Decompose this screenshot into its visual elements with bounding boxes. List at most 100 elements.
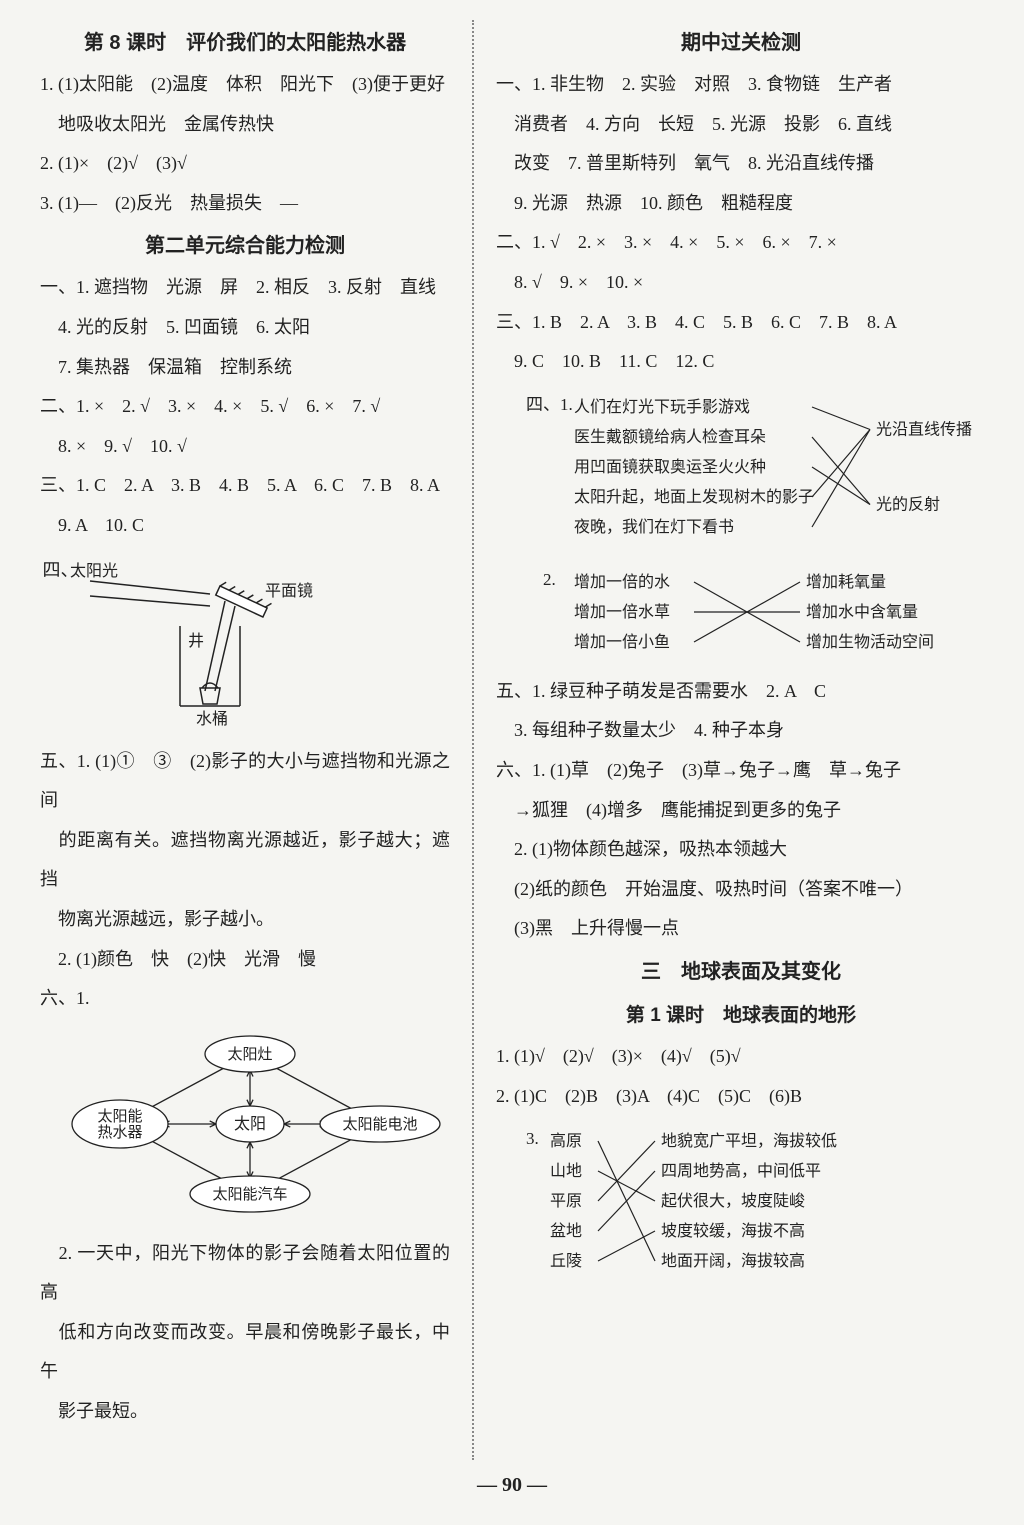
text-line: 的距离有关。遮挡物离光源越近，影子越大；遮挡 [40, 821, 450, 900]
text-line: 2. (1)× (2)√ (3)√ [40, 144, 450, 184]
text-line: 1. (1)太阳能 (2)温度 体积 阳光下 (3)便于更好 [40, 65, 450, 105]
figure-match-2: 2. 增加一倍的水增加一倍水草增加一倍小鱼 增加耗氧量增加水中含氧量增加生物活动空间 [526, 567, 986, 662]
svg-text:太阳能: 太阳能 [97, 1108, 142, 1125]
right-heading-1: 期中过关检测 [496, 26, 986, 55]
page-columns: 第 8 课时 评价我们的太阳能热水器 1. (1)太阳能 (2)温度 体积 阳光… [40, 20, 984, 1460]
left-block-s8: 1. (1)太阳能 (2)温度 体积 阳光下 (3)便于更好 地吸收太阳光 金属… [40, 65, 450, 223]
figure-match-1: 四、1.人们在灯光下玩手影游戏医生戴额镜给病人检查耳朵用凹面镜获取奥运圣火火种太… [526, 392, 986, 547]
text-line: 物离光源越远，影子越小。 [40, 900, 450, 940]
text-line: 2. 一天中，阳光下物体的影子会随着太阳位置的高 [40, 1234, 450, 1313]
figure-match-3: 3. 高原山地平原盆地丘陵 地貌宽广平坦，海拔较低四周地势高，中间低平起伏很大，坡度… [526, 1126, 986, 1281]
svg-text:坡度较缓，海拔不高: 坡度较缓，海拔不高 [661, 1222, 805, 1240]
svg-text:光的反射: 光的反射 [876, 495, 940, 513]
text-line: (3)黑 上升得慢一点 [496, 909, 986, 949]
svg-text:起伏很大，坡度陡峻: 起伏很大，坡度陡峻 [661, 1192, 805, 1210]
text-line: →狐狸 (4)增多 鹰能捕捉到更多的兔子 [496, 791, 986, 831]
right-column: 期中过关检测 一、1. 非生物 2. 实验 对照 3. 食物链 生产者 消费者 … [496, 20, 986, 1460]
text-line: 消费者 4. 方向 长短 5. 光源 投影 6. 直线 [496, 105, 986, 145]
svg-text:四、1.: 四、1. [526, 395, 573, 414]
match3-svg: 3. 高原山地平原盆地丘陵 地貌宽广平坦，海拔较低四周地势高，中间低平起伏很大，坡度… [526, 1126, 986, 1276]
match1-svg: 四、1.人们在灯光下玩手影游戏医生戴额镜给病人检查耳朵用凹面镜获取奥运圣火火种太… [526, 392, 986, 542]
text-line: 8. √ 9. × 10. × [496, 263, 986, 303]
label-mirror: 平面镜 [265, 581, 313, 600]
page-number: — 90 — [40, 1474, 984, 1497]
label-well: 井 [188, 632, 204, 650]
text-line: 3. 每组种子数量太少 4. 种子本身 [496, 711, 986, 751]
text-line: (2)纸的颜色 开始温度、吸热时间（答案不唯一） [496, 870, 986, 910]
text-line: 五、1. (1)① ③ (2)影子的大小与遮挡物和光源之间 [40, 742, 450, 821]
text-line: 低和方向改变而改变。早晨和傍晚影子最长，中午 [40, 1313, 450, 1392]
column-divider [472, 20, 474, 1460]
text-line: 二、1. × 2. √ 3. × 4. × 5. √ 6. × 7. √ [40, 387, 450, 427]
match2-svg: 2. 增加一倍的水增加一倍水草增加一倍小鱼 增加耗氧量增加水中含氧量增加生物活动空间 [526, 567, 986, 657]
text-line: 3. (1)— (2)反光 热量损失 — [40, 184, 450, 224]
mirror-svg: 太阳光 平面镜 井 水桶 [70, 556, 330, 726]
left-heading-2: 第二单元综合能力检测 [40, 229, 450, 258]
text-line: 2. (1)物体颜色越深，吸热本领越大 [496, 830, 986, 870]
svg-text:平原: 平原 [550, 1193, 582, 1210]
svg-text:地面开阔，海拔较高: 地面开阔，海拔较高 [661, 1252, 805, 1270]
text-line: 改变 7. 普里斯特列 氧气 8. 光沿直线传播 [496, 144, 986, 184]
svg-text:医生戴额镜给病人检查耳朵: 医生戴额镜给病人检查耳朵 [574, 427, 766, 446]
text-line: 4. 光的反射 5. 凹面镜 6. 太阳 [40, 308, 450, 348]
fig-mirror-prefix: 四、 [43, 560, 79, 580]
left-heading-1: 第 8 课时 评价我们的太阳能热水器 [40, 26, 450, 55]
label-bucket: 水桶 [196, 710, 228, 726]
svg-text:2.: 2. [526, 570, 556, 589]
svg-text:夜晚，我们在灯下看书: 夜晚，我们在灯下看书 [574, 518, 734, 536]
right-heading-2: 三 地球表面及其变化 [496, 955, 986, 984]
svg-text:地貌宽广平坦，海拔较低: 地貌宽广平坦，海拔较低 [661, 1132, 837, 1150]
sun-map-svg: 太阳 太阳灶太阳能电池太阳能汽车 太阳能热水器 [70, 1029, 450, 1219]
figure-sun-map: 太阳 太阳灶太阳能电池太阳能汽车 太阳能热水器 [70, 1029, 450, 1224]
svg-text:增加耗氧量: 增加耗氧量 [806, 573, 886, 591]
text-line: 六、1. [40, 979, 450, 1019]
svg-text:增加一倍的水: 增加一倍的水 [574, 573, 670, 591]
svg-text:盆地: 盆地 [550, 1222, 582, 1240]
text-line: 2. (1)C (2)B (3)A (4)C (5)C (6)B [496, 1077, 986, 1117]
svg-text:热水器: 热水器 [97, 1124, 142, 1141]
svg-text:增加水中含氧量: 增加水中含氧量 [806, 603, 918, 621]
svg-text:光沿直线传播: 光沿直线传播 [876, 420, 972, 438]
text-line: 1. (1)√ (2)√ (3)× (4)√ (5)√ [496, 1037, 986, 1077]
figure-mirror-well: 太阳光 平面镜 井 水桶 四、 [70, 556, 450, 732]
left-block-u2c: 2. 一天中，阳光下物体的影子会随着太阳位置的高 低和方向改变而改变。早晨和傍晚… [40, 1234, 450, 1432]
svg-text:山地: 山地 [550, 1162, 582, 1180]
left-column: 第 8 课时 评价我们的太阳能热水器 1. (1)太阳能 (2)温度 体积 阳光… [40, 20, 450, 1460]
svg-text:人们在灯光下玩手影游戏: 人们在灯光下玩手影游戏 [574, 398, 750, 416]
svg-text:用凹面镜获取奥运圣火火种: 用凹面镜获取奥运圣火火种 [574, 457, 766, 476]
text-line: 8. × 9. √ 10. √ [40, 427, 450, 467]
svg-text:太阳: 太阳 [234, 1115, 266, 1133]
text-line: 9. 光源 热源 10. 颜色 粗糙程度 [496, 184, 986, 224]
text-line: 三、1. B 2. A 3. B 4. C 5. B 6. C 7. B 8. … [496, 303, 986, 343]
text-line: 三、1. C 2. A 3. B 4. B 5. A 6. C 7. B 8. … [40, 466, 450, 506]
svg-text:增加一倍水草: 增加一倍水草 [574, 603, 670, 621]
svg-text:太阳升起，地面上发现树木的影子: 太阳升起，地面上发现树木的影子 [574, 488, 814, 506]
svg-text:增加一倍小鱼: 增加一倍小鱼 [574, 633, 670, 651]
svg-text:太阳能汽车: 太阳能汽车 [212, 1186, 287, 1203]
left-block-u2: 一、1. 遮挡物 光源 屏 2. 相反 3. 反射 直线 4. 光的反射 5. … [40, 268, 450, 545]
svg-text:四周地势高，中间低平: 四周地势高，中间低平 [661, 1162, 821, 1180]
right-block-earth-a: 1. (1)√ (2)√ (3)× (4)√ (5)√2. (1)C (2)B … [496, 1037, 986, 1116]
text-line: 影子最短。 [40, 1392, 450, 1432]
left-block-u2b: 五、1. (1)① ③ (2)影子的大小与遮挡物和光源之间 的距离有关。遮挡物离… [40, 742, 450, 1019]
svg-text:丘陵: 丘陵 [550, 1252, 582, 1270]
text-line: 7. 集热器 保温箱 控制系统 [40, 348, 450, 388]
text-line: 9. C 10. B 11. C 12. C [496, 342, 986, 382]
page-number-value: 90 [502, 1474, 522, 1496]
text-line: 五、1. 绿豆种子萌发是否需要水 2. A C [496, 672, 986, 712]
text-line: 9. A 10. C [40, 506, 450, 546]
svg-text:高原: 高原 [550, 1132, 582, 1150]
text-line: 六、1. (1)草 (2)兔子 (3)草→兔子→鹰 草→兔子 [496, 751, 986, 791]
right-heading-3: 第 1 课时 地球表面的地形 [496, 1000, 986, 1027]
text-line: 地吸收太阳光 金属传热快 [40, 105, 450, 145]
right-block-b: 五、1. 绿豆种子萌发是否需要水 2. A C 3. 每组种子数量太少 4. 种… [496, 672, 986, 949]
text-line: 一、1. 遮挡物 光源 屏 2. 相反 3. 反射 直线 [40, 268, 450, 308]
text-line: 一、1. 非生物 2. 实验 对照 3. 食物链 生产者 [496, 65, 986, 105]
right-block-a: 一、1. 非生物 2. 实验 对照 3. 食物链 生产者 消费者 4. 方向 长… [496, 65, 986, 382]
svg-text:太阳灶: 太阳灶 [227, 1046, 272, 1063]
svg-text:增加生物活动空间: 增加生物活动空间 [806, 633, 934, 651]
svg-text:太阳能电池: 太阳能电池 [342, 1116, 417, 1133]
svg-text:3.: 3. [526, 1129, 539, 1148]
text-line: 2. (1)颜色 快 (2)快 光滑 慢 [40, 940, 450, 980]
text-line: 二、1. √ 2. × 3. × 4. × 5. × 6. × 7. × [496, 223, 986, 263]
